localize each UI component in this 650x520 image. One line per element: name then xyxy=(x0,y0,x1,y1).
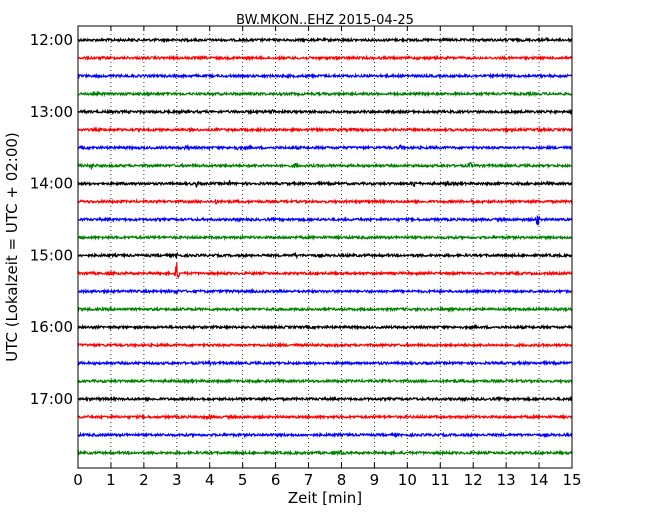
x-axis-label: Zeit [min] xyxy=(288,489,362,507)
x-tick-label: 0 xyxy=(73,471,83,489)
x-axis-ticks: 0 1 2 3 4 5 6 7 8 9 10 11 12 13 14 15 xyxy=(73,26,582,489)
plot-frame xyxy=(77,25,573,469)
trace-1200 xyxy=(77,36,573,44)
x-tick-label: 2 xyxy=(139,471,149,489)
y-tick-label: 13:00 xyxy=(30,103,73,121)
x-tick-label: 8 xyxy=(337,471,347,489)
x-tick-label: 3 xyxy=(172,471,182,489)
y-tick-label: 16:00 xyxy=(30,318,73,336)
x-tick-label: 6 xyxy=(271,471,281,489)
x-tick-label: 1 xyxy=(106,471,116,489)
trace-1545 xyxy=(77,305,573,313)
x-tick-label: 10 xyxy=(398,471,417,489)
y-tick-label: 17:00 xyxy=(30,390,73,408)
trace-1430 xyxy=(77,215,573,226)
x-tick-label: 14 xyxy=(530,471,549,489)
grid-lines xyxy=(110,26,540,468)
chart-title: BW.MKON..EHZ 2015-04-25 xyxy=(236,13,414,28)
x-tick-label: 15 xyxy=(562,471,581,489)
trace-1645 xyxy=(77,377,573,385)
trace-1245 xyxy=(77,90,573,98)
trace-1530 xyxy=(77,287,573,295)
trace-1415 xyxy=(77,197,573,206)
seismic-traces xyxy=(77,36,573,457)
trace-1315 xyxy=(77,126,573,134)
trace-1400 xyxy=(77,180,573,189)
trace-1700 xyxy=(77,395,573,403)
x-tick-label: 9 xyxy=(370,471,380,489)
y-axis-label: UTC (Lokalzeit = UTC + 02:00) xyxy=(3,132,21,362)
x-tick-label: 12 xyxy=(464,471,483,489)
trace-1215 xyxy=(77,54,573,62)
y-axis-ticks: 12:00 13:00 14:00 15:00 16:00 17:00 xyxy=(30,31,572,408)
trace-1515 xyxy=(77,262,573,280)
trace-1745 xyxy=(77,449,573,457)
x-tick-label: 13 xyxy=(497,471,516,489)
trace-1300 xyxy=(77,108,573,116)
y-tick-label: 15:00 xyxy=(30,246,73,264)
x-tick-label: 11 xyxy=(431,471,450,489)
trace-1445 xyxy=(77,233,573,241)
x-tick-label: 4 xyxy=(205,471,215,489)
trace-1230 xyxy=(77,72,573,80)
x-tick-label: 5 xyxy=(238,471,248,489)
trace-1330 xyxy=(77,144,573,152)
trace-1615 xyxy=(77,341,573,349)
trace-1715 xyxy=(77,413,573,421)
x-tick-label: 7 xyxy=(304,471,314,489)
y-tick-label: 14:00 xyxy=(30,175,73,193)
trace-1600 xyxy=(77,323,573,331)
trace-1730 xyxy=(77,431,573,439)
trace-1630 xyxy=(77,359,573,367)
y-tick-label: 12:00 xyxy=(30,31,73,49)
trace-1500 xyxy=(77,251,573,260)
trace-1345 xyxy=(77,161,573,171)
